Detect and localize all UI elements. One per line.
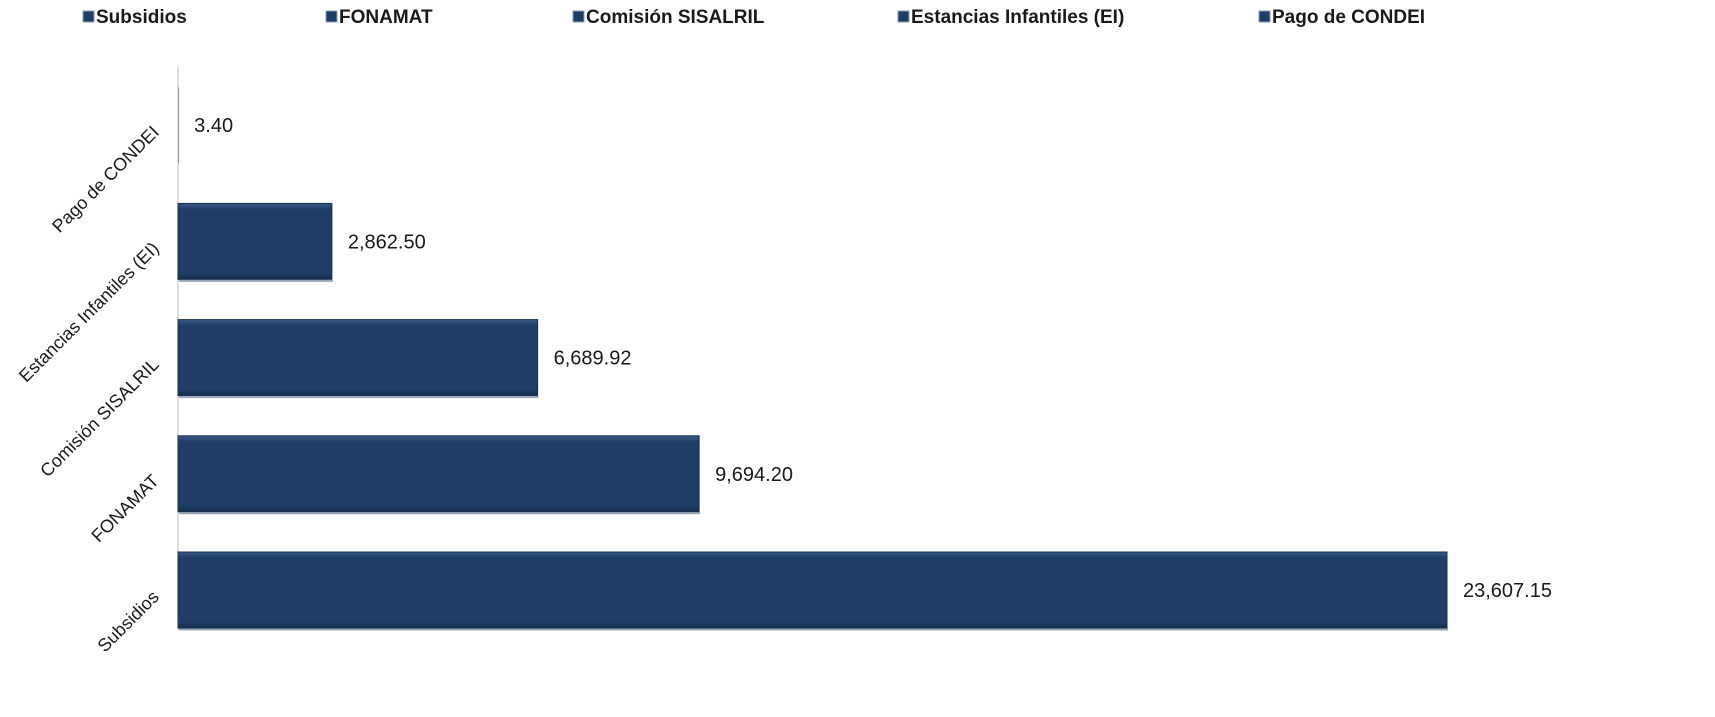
category-label-subsidios: Subsidios	[93, 587, 162, 656]
legend-item-fonamat: FONAMAT	[325, 7, 433, 28]
bar-estancias-infantiles-ei	[177, 202, 333, 280]
data-label-comision-sisalril: 6,689.92	[554, 348, 632, 370]
legend-item-comision-sisalril: Comisión SISALRIL	[572, 7, 765, 28]
legend: Subsidios FONAMAT Comisión SISALRIL Estanci…	[82, 7, 1425, 28]
category-label-comision-sisalril: Comisión SISALRIL	[36, 354, 163, 481]
legend-label: Estancias Infantiles (EI)	[911, 7, 1124, 28]
legend-swatch	[325, 10, 338, 23]
data-label-estancias-infantiles-ei: 2,862.50	[348, 231, 426, 253]
data-label-pago-de-condei: 3.40	[194, 115, 233, 137]
legend-label: Pago de CONDEI	[1272, 7, 1425, 28]
bar-fonamat	[177, 435, 700, 513]
bar-pago-de-condei	[178, 87, 179, 164]
data-label-subsidios: 23,607.15	[1463, 580, 1552, 602]
category-label-fonamat: FONAMAT	[87, 470, 162, 545]
legend-swatch	[1258, 10, 1271, 23]
legend-item-pago-de-condei: Pago de CONDEI	[1258, 7, 1425, 28]
legend-swatch	[572, 10, 585, 23]
bars	[177, 87, 1448, 631]
data-label-fonamat: 9,694.20	[715, 464, 793, 486]
legend-label: Subsidios	[96, 7, 187, 28]
legend-label: Comisión SISALRIL	[586, 7, 765, 28]
legend-swatch	[897, 10, 910, 23]
bar-subsidios	[177, 551, 1448, 629]
data-labels: 23,607.15 9,694.20 6,689.92 2,862.50 3.40	[194, 115, 1552, 602]
legend-item-estancias-infantiles-ei: Estancias Infantiles (EI)	[897, 7, 1124, 28]
legend-item-subsidios: Subsidios	[82, 7, 187, 28]
legend-swatch	[82, 10, 95, 23]
legend-label: FONAMAT	[339, 7, 433, 28]
category-label-pago-de-condei: Pago de CONDEI	[48, 122, 163, 237]
bar-comision-sisalril	[177, 319, 539, 397]
